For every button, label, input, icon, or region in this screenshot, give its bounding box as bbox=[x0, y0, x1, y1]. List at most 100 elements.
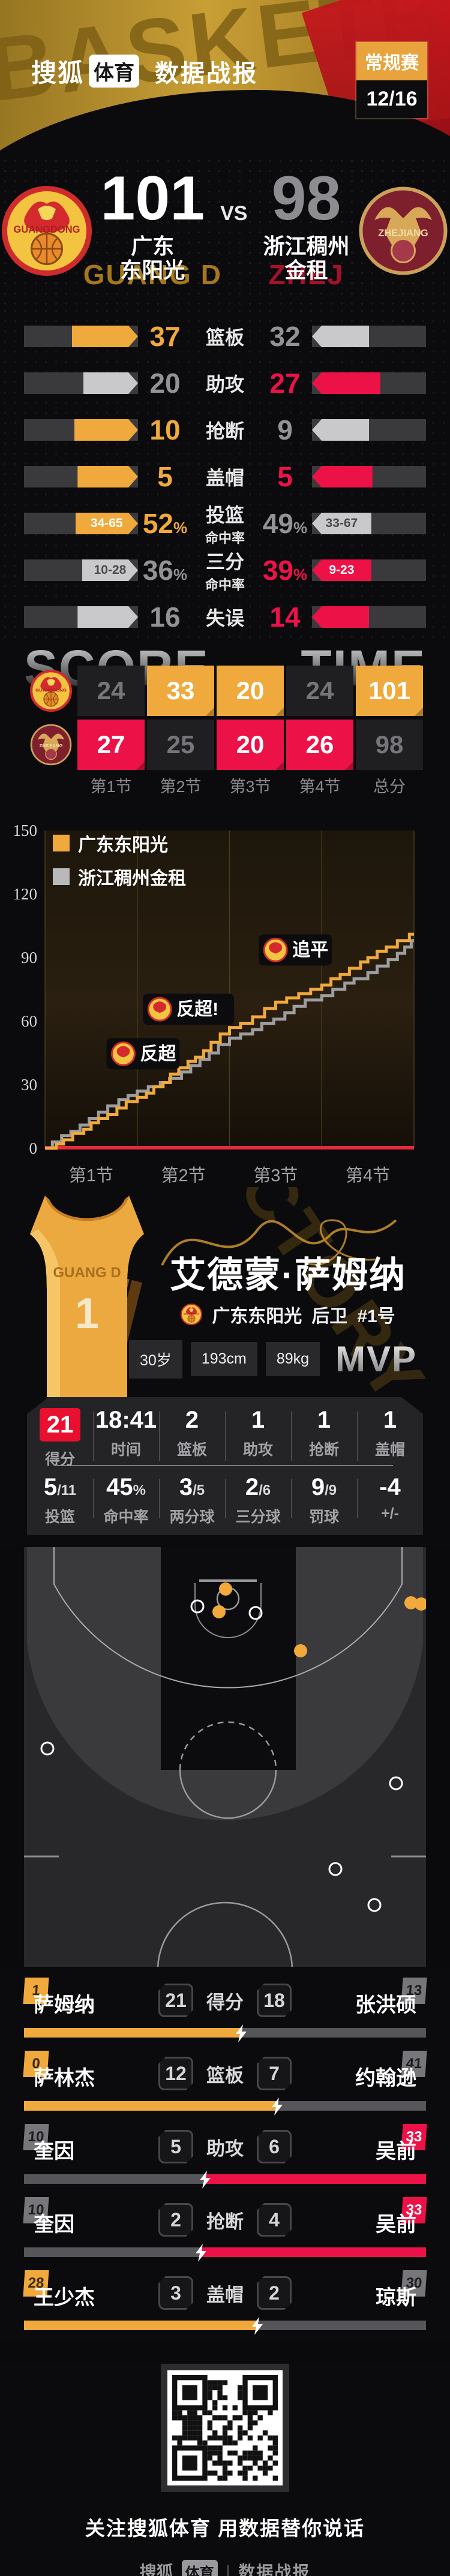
leader-stat-label: 盖帽 bbox=[206, 2284, 244, 2306]
brand-product: 数据战报 bbox=[155, 60, 259, 87]
mvp-stat-label: 助攻 bbox=[242, 1442, 273, 1458]
away-team-name: 浙江稠州 金租 bbox=[263, 234, 349, 283]
stat-label: 抢断 bbox=[205, 420, 244, 442]
home-stat-bar bbox=[24, 419, 138, 441]
leader-compare-bar bbox=[24, 2317, 426, 2335]
stat-label: 投篮 命中率 bbox=[205, 504, 245, 546]
leader-values: 3 盖帽 2 bbox=[0, 2276, 450, 2310]
quarter-label: 总分 bbox=[373, 778, 406, 796]
half-court-diagram bbox=[24, 1547, 426, 1967]
stage-label: 常规赛 bbox=[356, 42, 427, 80]
home-ghost-name: GUANG D bbox=[83, 259, 222, 291]
away-ghost-name: ZHEJ bbox=[268, 259, 344, 291]
home-name-line2: 东阳光 bbox=[120, 258, 185, 282]
mvp-section: VICTORY GUANG D 1 艾德蒙·萨姆纳 GUANGDONG 广东东阳… bbox=[0, 1187, 450, 1547]
missed-shot-marker bbox=[389, 1776, 403, 1790]
mvp-stat-cell: 45% 命中率 bbox=[93, 1475, 159, 1527]
mvp-stat-value: 2/6 bbox=[245, 1474, 271, 1500]
away-stat-bar-fill bbox=[312, 326, 369, 347]
mvp-team-line: GUANGDONG 广东东阳光 后卫 #1号 bbox=[138, 1301, 438, 1328]
mvp-stat-value: 21 bbox=[27, 1408, 93, 1442]
footer-caption: 关注搜狐体育 用数据替你说话 bbox=[85, 2517, 365, 2539]
mvp-stat-value: 2 bbox=[185, 1407, 199, 1433]
mvp-stat-cell: -4 +/- bbox=[357, 1475, 423, 1527]
legend-swatch bbox=[53, 868, 70, 885]
qr-code-pattern bbox=[172, 2375, 278, 2481]
team-stat-row: 5 盖帽 5 bbox=[24, 453, 426, 500]
away-stat-value: 5 bbox=[277, 461, 293, 492]
mvp-stat-label: 抢断 bbox=[308, 1442, 339, 1458]
quarter-score-cell: 26 bbox=[286, 720, 353, 770]
team-stat-row: 10-28 36% 三分 命中率 39% 9-23 bbox=[24, 547, 426, 594]
missed-shot-marker bbox=[190, 1599, 205, 1614]
scoreboard: GUANGDONG 101 GUANG D 广东 东阳光 VS 98 ZHEJ … bbox=[0, 156, 450, 306]
vs-label: VS bbox=[220, 201, 248, 225]
team-stat-row: 37 篮板 32 bbox=[24, 313, 426, 360]
mvp-stat-label: 两分球 bbox=[169, 1509, 215, 1525]
leader-values: 12 篮板 7 bbox=[0, 2057, 450, 2090]
away-player-name: 琼斯 bbox=[376, 2286, 416, 2309]
mvp-stat-label: 盖帽 bbox=[374, 1442, 405, 1458]
away-stat-bar bbox=[312, 466, 426, 487]
mvp-stat-value: 3/5 bbox=[179, 1474, 205, 1500]
away-stat-bar-fill bbox=[312, 466, 373, 487]
quarter-score-cell: 20 bbox=[217, 666, 284, 716]
away-stat-bar: 9-23 bbox=[312, 559, 426, 581]
home-stat-bar-fill bbox=[72, 326, 138, 347]
mvp-stat-cell: 1 抢断 bbox=[291, 1408, 357, 1469]
mvp-stats-card: 21 得分 18:41 时间 2 篮板 1 助攻 1 抢断 1 盖帽 5/11 … bbox=[27, 1397, 423, 1535]
footer: 关注搜狐体育 用数据替你说话 搜狐 体育 | 数据战报 bbox=[0, 2364, 450, 2576]
home-player-name: 萨林杰 bbox=[34, 2067, 95, 2090]
home-stat-bar-fill bbox=[77, 606, 138, 628]
away-stat-bar bbox=[312, 326, 426, 347]
brand-sohu: 搜狐 bbox=[31, 59, 85, 87]
missed-shot-marker bbox=[248, 1606, 263, 1620]
home-leader-value: 12 bbox=[158, 2057, 193, 2090]
chart-annotation: 追平 bbox=[259, 934, 332, 966]
mvp-stats-row: 21 得分 18:41 时间 2 篮板 1 助攻 1 抢断 1 盖帽 bbox=[27, 1408, 423, 1469]
mvp-position: 后卫 bbox=[311, 1307, 348, 1326]
away-name-line1: 浙江稠州 bbox=[263, 233, 350, 258]
stat-leaders-section: 1 萨姆纳 21 得分 18 13 张洪硕 0 萨林杰 12 篮板 7 41 bbox=[0, 1967, 450, 2339]
mvp-stat-cell: 1 助攻 bbox=[225, 1408, 291, 1469]
leader-row: 1 萨姆纳 21 得分 18 13 张洪硕 bbox=[0, 1973, 450, 2046]
team-stat-row: 16 失误 14 bbox=[24, 594, 426, 640]
mvp-stat-cell: 2/6 三分球 bbox=[225, 1475, 291, 1527]
away-score-col: 98 ZHEJ 浙江稠州 金租 bbox=[263, 167, 349, 291]
quarter-labels: 第1节 第2节 第3节 第4节 总分 bbox=[75, 774, 423, 797]
made-shot-marker bbox=[404, 1596, 418, 1609]
svg-text:GUANGDONG: GUANGDONG bbox=[184, 1313, 200, 1316]
lightning-bolt-icon bbox=[199, 2171, 211, 2189]
home-name-line1: 广东 bbox=[131, 233, 175, 258]
leader-stat-label: 助攻 bbox=[206, 2138, 244, 2159]
card-divider bbox=[57, 1465, 393, 1466]
quarter-score-cell: 24 bbox=[286, 666, 353, 716]
away-leader-value: 18 bbox=[257, 1984, 292, 2017]
home-score: 101 bbox=[100, 163, 205, 233]
footer-brand-product: 数据战报 bbox=[238, 2563, 311, 2576]
svg-text:第3节: 第3节 bbox=[253, 1166, 298, 1185]
away-stat-bar-fill bbox=[312, 606, 369, 628]
mvp-team-logo-icon: GUANGDONG bbox=[181, 1304, 203, 1325]
away-stat-bar-fill: 9-23 bbox=[312, 559, 371, 581]
home-stat-bar-fill: 34-65 bbox=[76, 513, 139, 534]
quarter-score-cell: 101 bbox=[356, 666, 423, 716]
brand-row: 搜狐 体育 数据战报 bbox=[31, 53, 258, 89]
leader-bar-home bbox=[24, 2174, 205, 2184]
away-stat-bar-fill bbox=[312, 419, 369, 441]
away-team-logo-icon: ZHEJIANG bbox=[30, 724, 72, 766]
mvp-tag: 193cm bbox=[190, 1342, 257, 1376]
away-stat-value: 14 bbox=[269, 601, 301, 633]
away-stat-value: 32 bbox=[269, 321, 301, 352]
chart-legend: 广东东阳光 浙江稠州金租 bbox=[53, 830, 186, 897]
mvp-stat-value: 1 bbox=[383, 1407, 397, 1433]
away-leader-value: 2 bbox=[257, 2276, 292, 2310]
signature-icon bbox=[161, 1219, 397, 1266]
qr-frame bbox=[161, 2364, 289, 2492]
home-quarter-row: GUANGDONG 24 33 20 24 101 bbox=[27, 666, 423, 716]
header: BASKETBALL 搜狐 体育 数据战报 常规赛 12/16 bbox=[0, 0, 450, 156]
leader-row: 10 奎因 5 助攻 6 33 吴前 bbox=[0, 2119, 450, 2192]
footer-brand-sports-badge: 体育 bbox=[181, 2559, 218, 2576]
home-player-name: 王少杰 bbox=[34, 2286, 95, 2309]
